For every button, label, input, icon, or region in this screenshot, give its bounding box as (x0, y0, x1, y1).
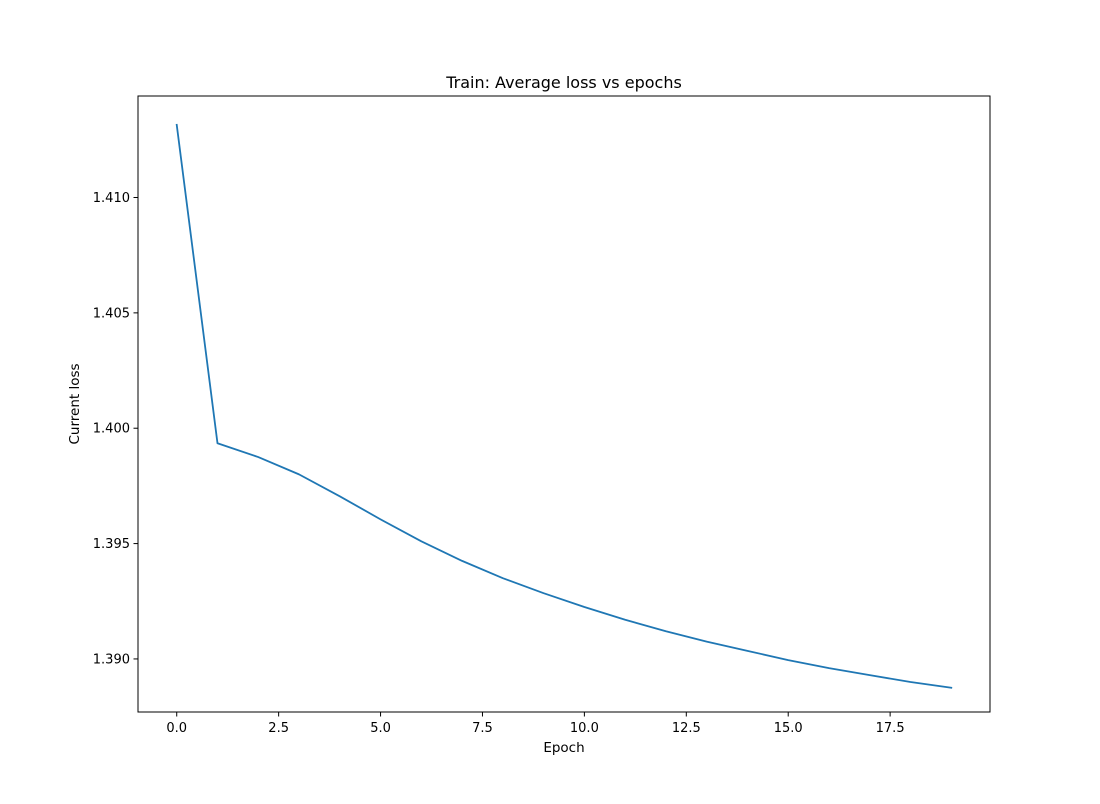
x-tick-label: 10.0 (570, 721, 599, 736)
x-tick-label: 5.0 (370, 721, 391, 736)
y-tick-label: 1.405 (93, 306, 130, 321)
plot-area-frame (137, 95, 991, 713)
y-axis-label: Current loss (67, 363, 83, 444)
x-tick-label: 7.5 (472, 721, 493, 736)
y-tick-label: 1.410 (93, 191, 130, 206)
y-tick-label: 1.400 (93, 422, 130, 437)
y-tick-label: 1.395 (93, 537, 130, 552)
x-tick-label: 17.5 (876, 721, 905, 736)
x-tick-label: 15.0 (774, 721, 803, 736)
ticks-layer: 0.0 2.5 5.0 7.5 10.0 12.5 15.0 17.5 1.390 1.395 1.… (93, 191, 905, 736)
x-axis-label: Epoch (543, 740, 584, 756)
chart-title: Train: Average loss vs epochs (445, 73, 682, 92)
series-layer (175, 123, 953, 689)
x-tick-label: 2.5 (268, 721, 289, 736)
x-tick-label: 12.5 (672, 721, 701, 736)
series-line (175, 123, 953, 689)
y-tick-label: 1.390 (93, 652, 130, 667)
x-tick-label: 0.0 (166, 721, 187, 736)
